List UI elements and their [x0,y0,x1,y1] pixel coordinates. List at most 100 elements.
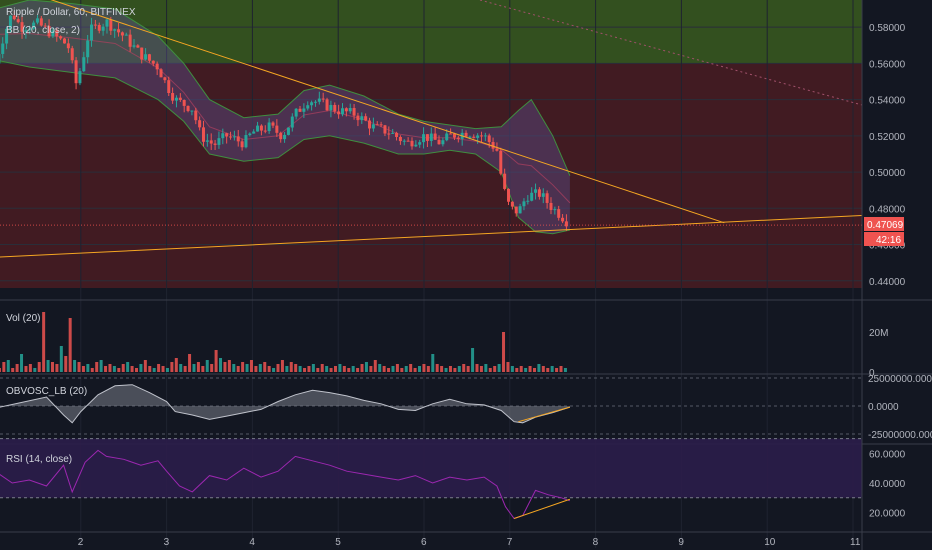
volume-bar [395,364,399,372]
volume-bar [24,366,28,372]
candle-body [398,136,402,142]
candle-body [252,131,256,134]
volume-tick-label: 20M [869,328,888,339]
volume-pane[interactable] [0,299,932,372]
symbol-label[interactable]: Ripple / Dollar, 60, BITFINEX [6,7,136,18]
volume-bar [188,354,192,372]
volume-bar [152,368,156,372]
volume-bar [210,364,214,372]
candle-body [337,111,341,115]
candle-body [306,105,310,109]
volume-bar [347,368,351,372]
volume-bar [550,366,554,372]
bb-indicator-label[interactable]: BB (20, close, 2) [6,25,80,36]
candle-body [144,54,148,60]
volume-bar [285,366,289,372]
volume-bar [126,362,130,372]
volume-bar [431,354,435,372]
volume-bar [249,360,253,372]
obv-tick-label: 0.0000 [868,402,899,413]
obv-oscillator-pane[interactable] [0,373,932,435]
volume-bar [404,366,408,372]
volume-bar [435,364,439,372]
candle-body [147,54,151,61]
candle-body [124,34,128,36]
volume-bar [192,364,196,372]
time-tick-label: 5 [335,537,341,548]
candle-body [422,134,426,143]
candle-body [564,221,568,227]
volume-bar [457,366,461,372]
candle-body [59,36,63,39]
time-tick-label: 8 [593,537,599,548]
time-tick-label: 10 [764,537,776,548]
volume-bar [484,364,488,372]
candle-body [298,108,302,112]
candle-body [491,142,495,149]
volume-bar [241,362,245,372]
candle-body [248,133,252,136]
volume-bar [33,368,37,372]
candle-body [375,124,379,126]
volume-bar [59,346,63,372]
volume-bar [307,366,311,372]
volume-bar [532,368,536,372]
volume-bar [11,368,15,372]
rsi-pane[interactable] [0,438,932,520]
volume-bar [46,360,50,372]
volume-bar [510,366,514,372]
candle-body [476,135,480,138]
volume-pane-label[interactable]: Vol (20) [6,313,40,324]
candle-body [244,135,248,148]
price-tick-label: 0.48000 [869,204,906,215]
candle-body [553,209,557,211]
candle-body [117,29,121,33]
volume-bar [99,360,103,372]
volume-bar [42,312,46,372]
candle-body [445,133,449,141]
candle-body [368,120,372,129]
volume-bar [466,366,470,372]
volume-bar [342,366,346,372]
candle-body [236,136,240,142]
candle-body [240,141,244,148]
candle-body [441,140,445,145]
volume-bar [223,362,227,372]
candle-body [66,43,70,49]
candle-body [537,189,541,197]
candle-body [290,116,294,128]
candle-body [391,132,395,134]
candle-body [286,127,290,135]
volume-bar [391,366,395,372]
candle-body [39,18,43,26]
candle-body [182,99,186,106]
volume-bar [475,364,479,372]
volume-bar [86,364,90,372]
volume-bar [528,366,532,372]
candle-body [105,19,109,27]
volume-bar [183,366,187,372]
rsi-pane-label[interactable]: RSI (14, close) [6,454,72,465]
candle-body [35,18,39,23]
candle-body [352,108,356,116]
candle-body [429,133,433,141]
candle-body [549,202,553,210]
candle-body [256,125,260,132]
price-tick-label: 0.54000 [869,96,906,107]
candle-body [171,93,175,101]
volume-bar [148,366,152,372]
candle-body [414,144,418,147]
candle-body [120,32,124,36]
candle-body [24,30,28,32]
candle-body [348,108,352,112]
candle-body [90,24,94,41]
volume-bar [541,366,545,372]
obv-pane-label[interactable]: OBVOSC_LB (20) [6,386,87,397]
candle-body [557,209,561,218]
volume-bar [409,364,413,372]
time-tick-label: 7 [507,537,513,548]
volume-bar [294,364,298,372]
volume-bar [196,362,200,372]
